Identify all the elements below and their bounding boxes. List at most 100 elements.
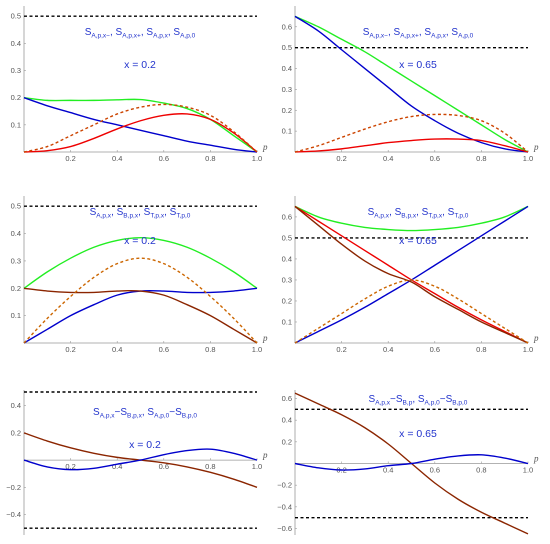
y-tick-label: 0.1 <box>11 311 21 320</box>
y-tick-label: 0.4 <box>282 254 292 263</box>
x-tick-label: 1.0 <box>252 462 262 471</box>
chart-panel-4: 0.2 0.4 0.6 0.8 1.0 0.1 0.2 0.3 0.4 0.5 0.6 p SA,p,x… <box>282 196 539 354</box>
y-tick-label: −0.2 <box>6 483 21 492</box>
parameter-label: x = 0.65 <box>399 428 437 440</box>
parameter-label: x = 0.2 <box>124 235 156 247</box>
parameter-label: x = 0.65 <box>399 235 437 247</box>
x-tick-label: 0.4 <box>112 462 122 471</box>
annotation-formula: SA,p,x, SB,p,x, ST,p,x, ST,p,0 <box>368 207 469 220</box>
y-tick-label: −0.6 <box>277 524 292 533</box>
x-tick-label: 0.2 <box>65 462 75 471</box>
series-line-2 <box>294 15 529 153</box>
x-tick-label: 0.2 <box>65 154 75 163</box>
y-tick-label: 0.1 <box>282 317 292 326</box>
y-tick-label: 0.4 <box>282 64 292 73</box>
annotation-formula: SA,p,x−SB,p,x, SA,p,0−SB,p,0 <box>93 407 197 420</box>
series-line-3 <box>23 287 258 344</box>
parameter-label: x = 0.2 <box>129 439 161 451</box>
x-tick-label: 0.8 <box>205 345 215 354</box>
series-line-2 <box>294 205 529 344</box>
x-axis-label: p <box>533 142 539 152</box>
x-tick-label: 0.4 <box>383 345 393 354</box>
y-tick-label: −0.4 <box>277 502 292 511</box>
y-tick-label: 0.6 <box>282 394 292 403</box>
y-tick-label: 0.5 <box>11 12 21 21</box>
chart-panel-2: 0.2 0.4 0.6 0.8 1.0 0.1 0.2 0.3 0.4 0.5 0.6 p SA,p,x… <box>282 6 539 163</box>
annotation-formula: SA,p,x−SB,p, SA,p,0−SB,p,0 <box>369 394 468 407</box>
parameter-label: x = 0.65 <box>399 59 437 71</box>
parameter-label: x = 0.2 <box>124 59 156 71</box>
series-line-1 <box>23 236 258 289</box>
y-tick-label: 0.5 <box>282 43 292 52</box>
y-tick-label: 0.3 <box>282 275 292 284</box>
series-line-1 <box>294 205 529 232</box>
y-tick-label: 0.3 <box>282 85 292 94</box>
x-axis-label: p <box>533 333 539 343</box>
series-line-5 <box>294 279 529 344</box>
series-line-4 <box>23 257 258 344</box>
series-line-4 <box>23 103 258 153</box>
y-tick-label: 0.4 <box>282 416 292 425</box>
y-tick-label: 0.6 <box>282 22 292 31</box>
x-axis-label: p <box>262 450 268 460</box>
x-tick-label: 0.6 <box>430 345 440 354</box>
x-tick-label: 0.2 <box>336 345 346 354</box>
chart-panel-6: 0.2 0.4 0.6 0.8 1.0−0.6−0.4−0.20.20.40.6pSA,… <box>277 390 539 535</box>
series-line-1 <box>294 15 529 153</box>
y-tick-label: 0.4 <box>11 39 21 48</box>
x-tick-label: 0.4 <box>112 345 122 354</box>
y-tick-label: 0.2 <box>282 437 292 446</box>
y-tick-label: 0.6 <box>282 212 292 221</box>
x-tick-label: 0.6 <box>430 154 440 163</box>
y-tick-label: −0.2 <box>277 481 292 490</box>
x-tick-label: 0.8 <box>476 154 486 163</box>
y-tick-label: 0.1 <box>11 120 21 129</box>
x-tick-label: 0.4 <box>383 154 393 163</box>
series-line-2 <box>23 287 258 344</box>
series-line-3 <box>294 138 529 153</box>
x-tick-label: 0.4 <box>112 154 122 163</box>
y-tick-label: 0.4 <box>11 229 21 238</box>
y-tick-label: −0.4 <box>6 510 21 519</box>
annotation-formula: SA,p,x−, SA,p,x+, SA,p,x, SA,p,0 <box>85 27 196 40</box>
x-tick-label: 1.0 <box>523 466 533 475</box>
x-tick-label: 0.2 <box>336 154 346 163</box>
x-tick-label: 1.0 <box>523 345 533 354</box>
x-tick-label: 0.6 <box>159 462 169 471</box>
y-tick-label: 0.3 <box>11 66 21 75</box>
y-tick-label: 0.1 <box>282 127 292 136</box>
x-tick-label: 0.6 <box>159 345 169 354</box>
x-tick-label: 0.2 <box>65 345 75 354</box>
x-axis-label: p <box>262 333 268 343</box>
series-line-3 <box>23 113 258 153</box>
x-tick-label: 0.6 <box>430 466 440 475</box>
y-tick-label: 0.5 <box>282 233 292 242</box>
x-tick-label: 0.4 <box>383 466 393 475</box>
y-tick-label: 0.3 <box>11 256 21 265</box>
x-axis-label: p <box>262 142 268 152</box>
y-tick-label: 0.2 <box>11 93 21 102</box>
x-tick-label: 0.8 <box>476 466 486 475</box>
y-tick-label: 0.2 <box>11 428 21 437</box>
y-tick-label: 0.2 <box>282 106 292 115</box>
x-tick-label: 0.8 <box>476 345 486 354</box>
chart-panel-1: 0.2 0.4 0.6 0.8 1.0 0.1 0.2 0.3 0.4 0.5 p SA,p,x−, … <box>11 6 268 163</box>
x-tick-label: 1.0 <box>523 154 533 163</box>
y-tick-label: 0.2 <box>11 284 21 293</box>
y-tick-label: 0.5 <box>11 202 21 211</box>
x-axis-label: p <box>533 454 539 464</box>
series-line-2 <box>23 96 258 153</box>
y-tick-label: 0.4 <box>11 401 21 410</box>
x-tick-label: 1.0 <box>252 154 262 163</box>
series-line-3 <box>294 205 529 344</box>
y-tick-label: 0.2 <box>282 296 292 305</box>
chart-panel-3: 0.2 0.4 0.6 0.8 1.0 0.1 0.2 0.3 0.4 0.5 p SA,p,x, S… <box>11 196 268 354</box>
annotation-formula: SA,p,x−, SA,p,x+, SA,p,x, SA,p,0 <box>363 27 474 40</box>
series-line-1 <box>23 96 258 153</box>
series-line-4 <box>294 205 529 344</box>
x-tick-label: 0.8 <box>205 154 215 163</box>
series-line-4 <box>294 113 529 153</box>
chart-panel-5: 0.2 0.4 0.6 0.8 1.0 −0.4 −0.2 0.2 0.4 p SA,p,x−SB,… <box>6 390 268 535</box>
x-tick-label: 0.6 <box>159 154 169 163</box>
